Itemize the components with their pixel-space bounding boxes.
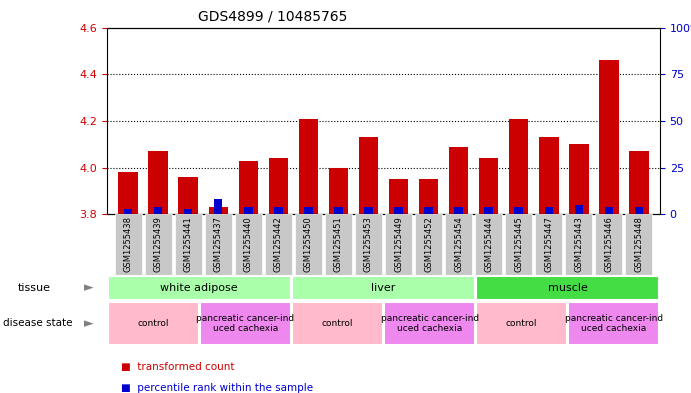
Bar <box>569 301 659 345</box>
Bar <box>292 301 383 345</box>
Bar <box>238 160 258 214</box>
Bar <box>108 275 291 300</box>
Text: GSM1255446: GSM1255446 <box>605 216 614 272</box>
Bar <box>599 60 618 214</box>
Bar <box>154 207 162 214</box>
Bar <box>475 214 502 275</box>
Text: white adipose: white adipose <box>160 283 238 293</box>
Bar <box>184 209 192 214</box>
Text: GSM1255449: GSM1255449 <box>394 216 403 272</box>
Text: GSM1255444: GSM1255444 <box>484 216 493 272</box>
Bar <box>484 207 493 214</box>
Bar <box>536 214 562 275</box>
Bar <box>124 209 133 214</box>
Bar <box>178 177 198 214</box>
Bar <box>304 207 312 214</box>
Text: ■  transformed count: ■ transformed count <box>121 362 234 371</box>
Text: GSM1255452: GSM1255452 <box>424 216 433 272</box>
Bar <box>445 214 472 275</box>
Text: GSM1255438: GSM1255438 <box>124 216 133 272</box>
Bar <box>415 214 442 275</box>
Bar <box>325 214 352 275</box>
Text: GSM1255441: GSM1255441 <box>184 216 193 272</box>
Bar <box>175 214 202 275</box>
Text: GSM1255450: GSM1255450 <box>304 216 313 272</box>
Bar <box>605 207 613 214</box>
Text: GSM1255453: GSM1255453 <box>364 216 373 272</box>
Bar <box>385 214 412 275</box>
Bar <box>545 207 553 214</box>
Bar <box>449 147 468 214</box>
Bar <box>209 207 228 214</box>
Bar <box>515 207 523 214</box>
Bar <box>505 214 532 275</box>
Bar <box>205 214 231 275</box>
Text: GSM1255439: GSM1255439 <box>153 216 162 272</box>
Text: GSM1255443: GSM1255443 <box>574 216 583 272</box>
Bar <box>115 214 142 275</box>
Bar <box>476 301 567 345</box>
Bar <box>565 214 592 275</box>
Text: tissue: tissue <box>17 283 50 293</box>
Text: GSM1255447: GSM1255447 <box>545 216 553 272</box>
Text: GSM1255445: GSM1255445 <box>514 216 523 272</box>
Bar <box>419 179 438 214</box>
Bar <box>200 301 291 345</box>
Bar <box>359 137 378 214</box>
Bar <box>539 137 558 214</box>
Bar <box>299 119 318 214</box>
Text: GSM1255454: GSM1255454 <box>454 216 463 272</box>
Text: GSM1255440: GSM1255440 <box>244 216 253 272</box>
Text: ►: ► <box>84 281 93 294</box>
Text: pancreatic cancer-ind
uced cachexia: pancreatic cancer-ind uced cachexia <box>196 314 294 333</box>
Text: muscle: muscle <box>548 283 588 293</box>
Bar <box>292 275 475 300</box>
Bar <box>235 214 262 275</box>
Bar <box>569 144 589 214</box>
Text: control: control <box>138 319 169 328</box>
Text: GSM1255451: GSM1255451 <box>334 216 343 272</box>
Bar <box>509 119 529 214</box>
Text: GSM1255448: GSM1255448 <box>634 216 643 272</box>
Text: pancreatic cancer-ind
uced cachexia: pancreatic cancer-ind uced cachexia <box>381 314 479 333</box>
Bar <box>149 151 168 214</box>
Bar <box>629 151 649 214</box>
Bar <box>476 275 659 300</box>
Bar <box>424 207 433 214</box>
Bar <box>479 158 498 214</box>
Bar <box>389 179 408 214</box>
Bar <box>329 167 348 214</box>
Bar <box>274 207 283 214</box>
Text: GSM1255437: GSM1255437 <box>214 216 223 272</box>
Bar <box>355 214 382 275</box>
Bar <box>334 207 343 214</box>
Bar <box>384 301 475 345</box>
Bar <box>596 214 623 275</box>
Bar <box>269 158 288 214</box>
Bar <box>108 301 198 345</box>
Bar <box>575 205 583 214</box>
Bar <box>625 214 652 275</box>
Text: GSM1255442: GSM1255442 <box>274 216 283 272</box>
Bar <box>265 214 292 275</box>
Text: ■  percentile rank within the sample: ■ percentile rank within the sample <box>121 383 313 393</box>
Text: control: control <box>506 319 538 328</box>
Bar <box>214 199 223 214</box>
Bar <box>364 207 372 214</box>
Bar <box>118 172 138 214</box>
Bar <box>395 207 403 214</box>
Bar <box>634 207 643 214</box>
Bar <box>244 207 252 214</box>
Text: ►: ► <box>84 317 93 330</box>
Bar <box>455 207 463 214</box>
Text: disease state: disease state <box>3 318 73 328</box>
Bar <box>295 214 322 275</box>
Bar <box>144 214 171 275</box>
Text: pancreatic cancer-ind
uced cachexia: pancreatic cancer-ind uced cachexia <box>565 314 663 333</box>
Text: liver: liver <box>371 283 396 293</box>
Text: control: control <box>322 319 353 328</box>
Text: GDS4899 / 10485765: GDS4899 / 10485765 <box>198 10 348 24</box>
